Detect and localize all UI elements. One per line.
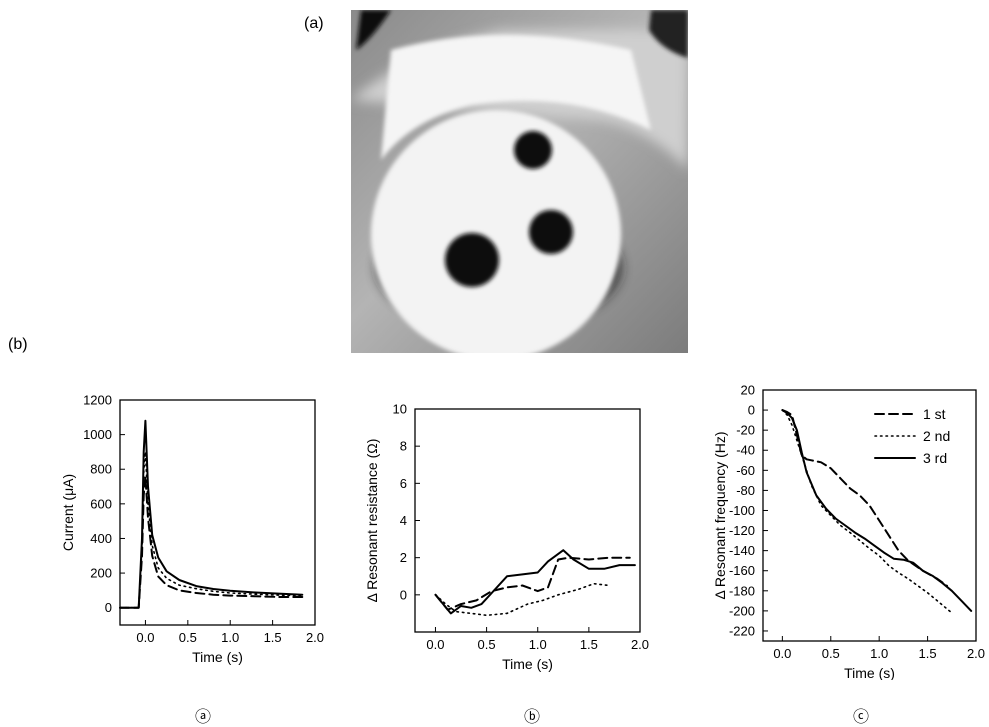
panel-b-label: (b)	[8, 336, 28, 353]
x-tick-label: 1.5	[919, 646, 937, 661]
subplot-marker-c: ⓒ	[852, 709, 869, 726]
y-axis-label: Current (μA)	[60, 474, 76, 551]
legend-label: 2 nd	[923, 428, 950, 444]
x-tick-label: 2.0	[306, 630, 324, 645]
y-axis-label: Δ Resonant frequency (Hz)	[712, 431, 728, 599]
photo-dot-top	[514, 131, 552, 169]
x-axis-label: Time (s)	[502, 656, 553, 672]
subplot-marker-b: ⓑ	[523, 709, 540, 726]
subplot-marker-a: ⓐ	[194, 709, 211, 726]
y-tick-label: 10	[393, 402, 407, 417]
y-tick-label: 1000	[83, 427, 112, 442]
x-tick-label: 0.5	[179, 630, 197, 645]
y-tick-label: 0	[105, 600, 112, 615]
y-tick-label: 2	[400, 550, 407, 565]
photo-dot-right	[529, 210, 573, 254]
y-tick-label: -180	[729, 583, 755, 598]
series-line-solid	[781, 409, 973, 612]
x-tick-label: 0.0	[426, 637, 444, 652]
legend-label: 3 rd	[923, 450, 947, 466]
y-tick-label: -200	[729, 603, 755, 618]
photo-disc	[371, 110, 621, 353]
sensor-photo	[351, 10, 688, 353]
x-tick-label: 0.5	[478, 637, 496, 652]
series-line-dotted	[119, 451, 304, 609]
x-tick-label: 1.0	[221, 630, 239, 645]
series-line-dotted	[434, 582, 611, 617]
x-axis-label: Time (s)	[192, 649, 243, 665]
series-line-dashed	[434, 556, 631, 611]
x-tick-label: 0.5	[822, 646, 840, 661]
photo-corner-shadow-left	[356, 10, 391, 50]
y-tick-label: 0	[748, 403, 755, 418]
x-tick-label: 2.0	[967, 646, 985, 661]
y-tick-label: 20	[741, 383, 755, 398]
legend-label: 1 st	[923, 406, 946, 422]
x-axis-label: Time (s)	[844, 665, 895, 680]
y-tick-label: 200	[90, 566, 112, 581]
photo-dot-left	[445, 233, 499, 287]
y-axis-label: Δ Resonant resistance (Ω)	[364, 439, 380, 603]
x-tick-label: 1.5	[580, 637, 598, 652]
x-tick-label: 1.5	[264, 630, 282, 645]
y-tick-label: 0	[400, 587, 407, 602]
x-tick-label: 2.0	[631, 637, 649, 652]
y-tick-label: 800	[90, 462, 112, 477]
y-tick-label: -40	[736, 443, 755, 458]
photo-corner-shadow-right	[649, 10, 688, 58]
x-tick-label: 0.0	[773, 646, 791, 661]
x-tick-label: 1.0	[529, 637, 547, 652]
plot-frame	[119, 399, 316, 626]
chart-frequency: 0.0 0.5 1.0 1.5 2.0 20 0 -20 -40 -60 -80 -100 -120 -1…	[712, 383, 985, 681]
x-tick-label: 1.0	[870, 646, 888, 661]
y-tick-label: 6	[400, 476, 407, 491]
y-tick-label: 8	[400, 439, 407, 454]
y-tick-label: 400	[90, 531, 112, 546]
y-tick-label: -80	[736, 483, 755, 498]
series-line-solid	[434, 549, 636, 615]
plot-frame	[762, 389, 977, 642]
y-tick-label: -140	[729, 543, 755, 558]
y-tick-label: -100	[729, 503, 755, 518]
y-tick-label: 600	[90, 496, 112, 511]
plot-frame	[414, 408, 641, 633]
x-tick-label: 0.0	[136, 630, 154, 645]
y-tick-label: -60	[736, 463, 755, 478]
chart-current: 0.0 0.5 1.0 1.5 2.0 0 200 400 600 800 1000 1200 Time…	[60, 393, 324, 666]
y-tick-label: -160	[729, 563, 755, 578]
chart-resistance: 0.0 0.5 1.0 1.5 2.0 0 2 4 6 8 10 Time (s) Δ Resonant…	[364, 402, 649, 673]
y-tick-label: 4	[400, 513, 407, 528]
y-tick-label: 1200	[83, 393, 112, 408]
y-tick-label: -220	[729, 623, 755, 638]
y-tick-label: -120	[729, 523, 755, 538]
y-tick-label: -20	[736, 423, 755, 438]
panel-a-label: (a)	[304, 15, 324, 32]
